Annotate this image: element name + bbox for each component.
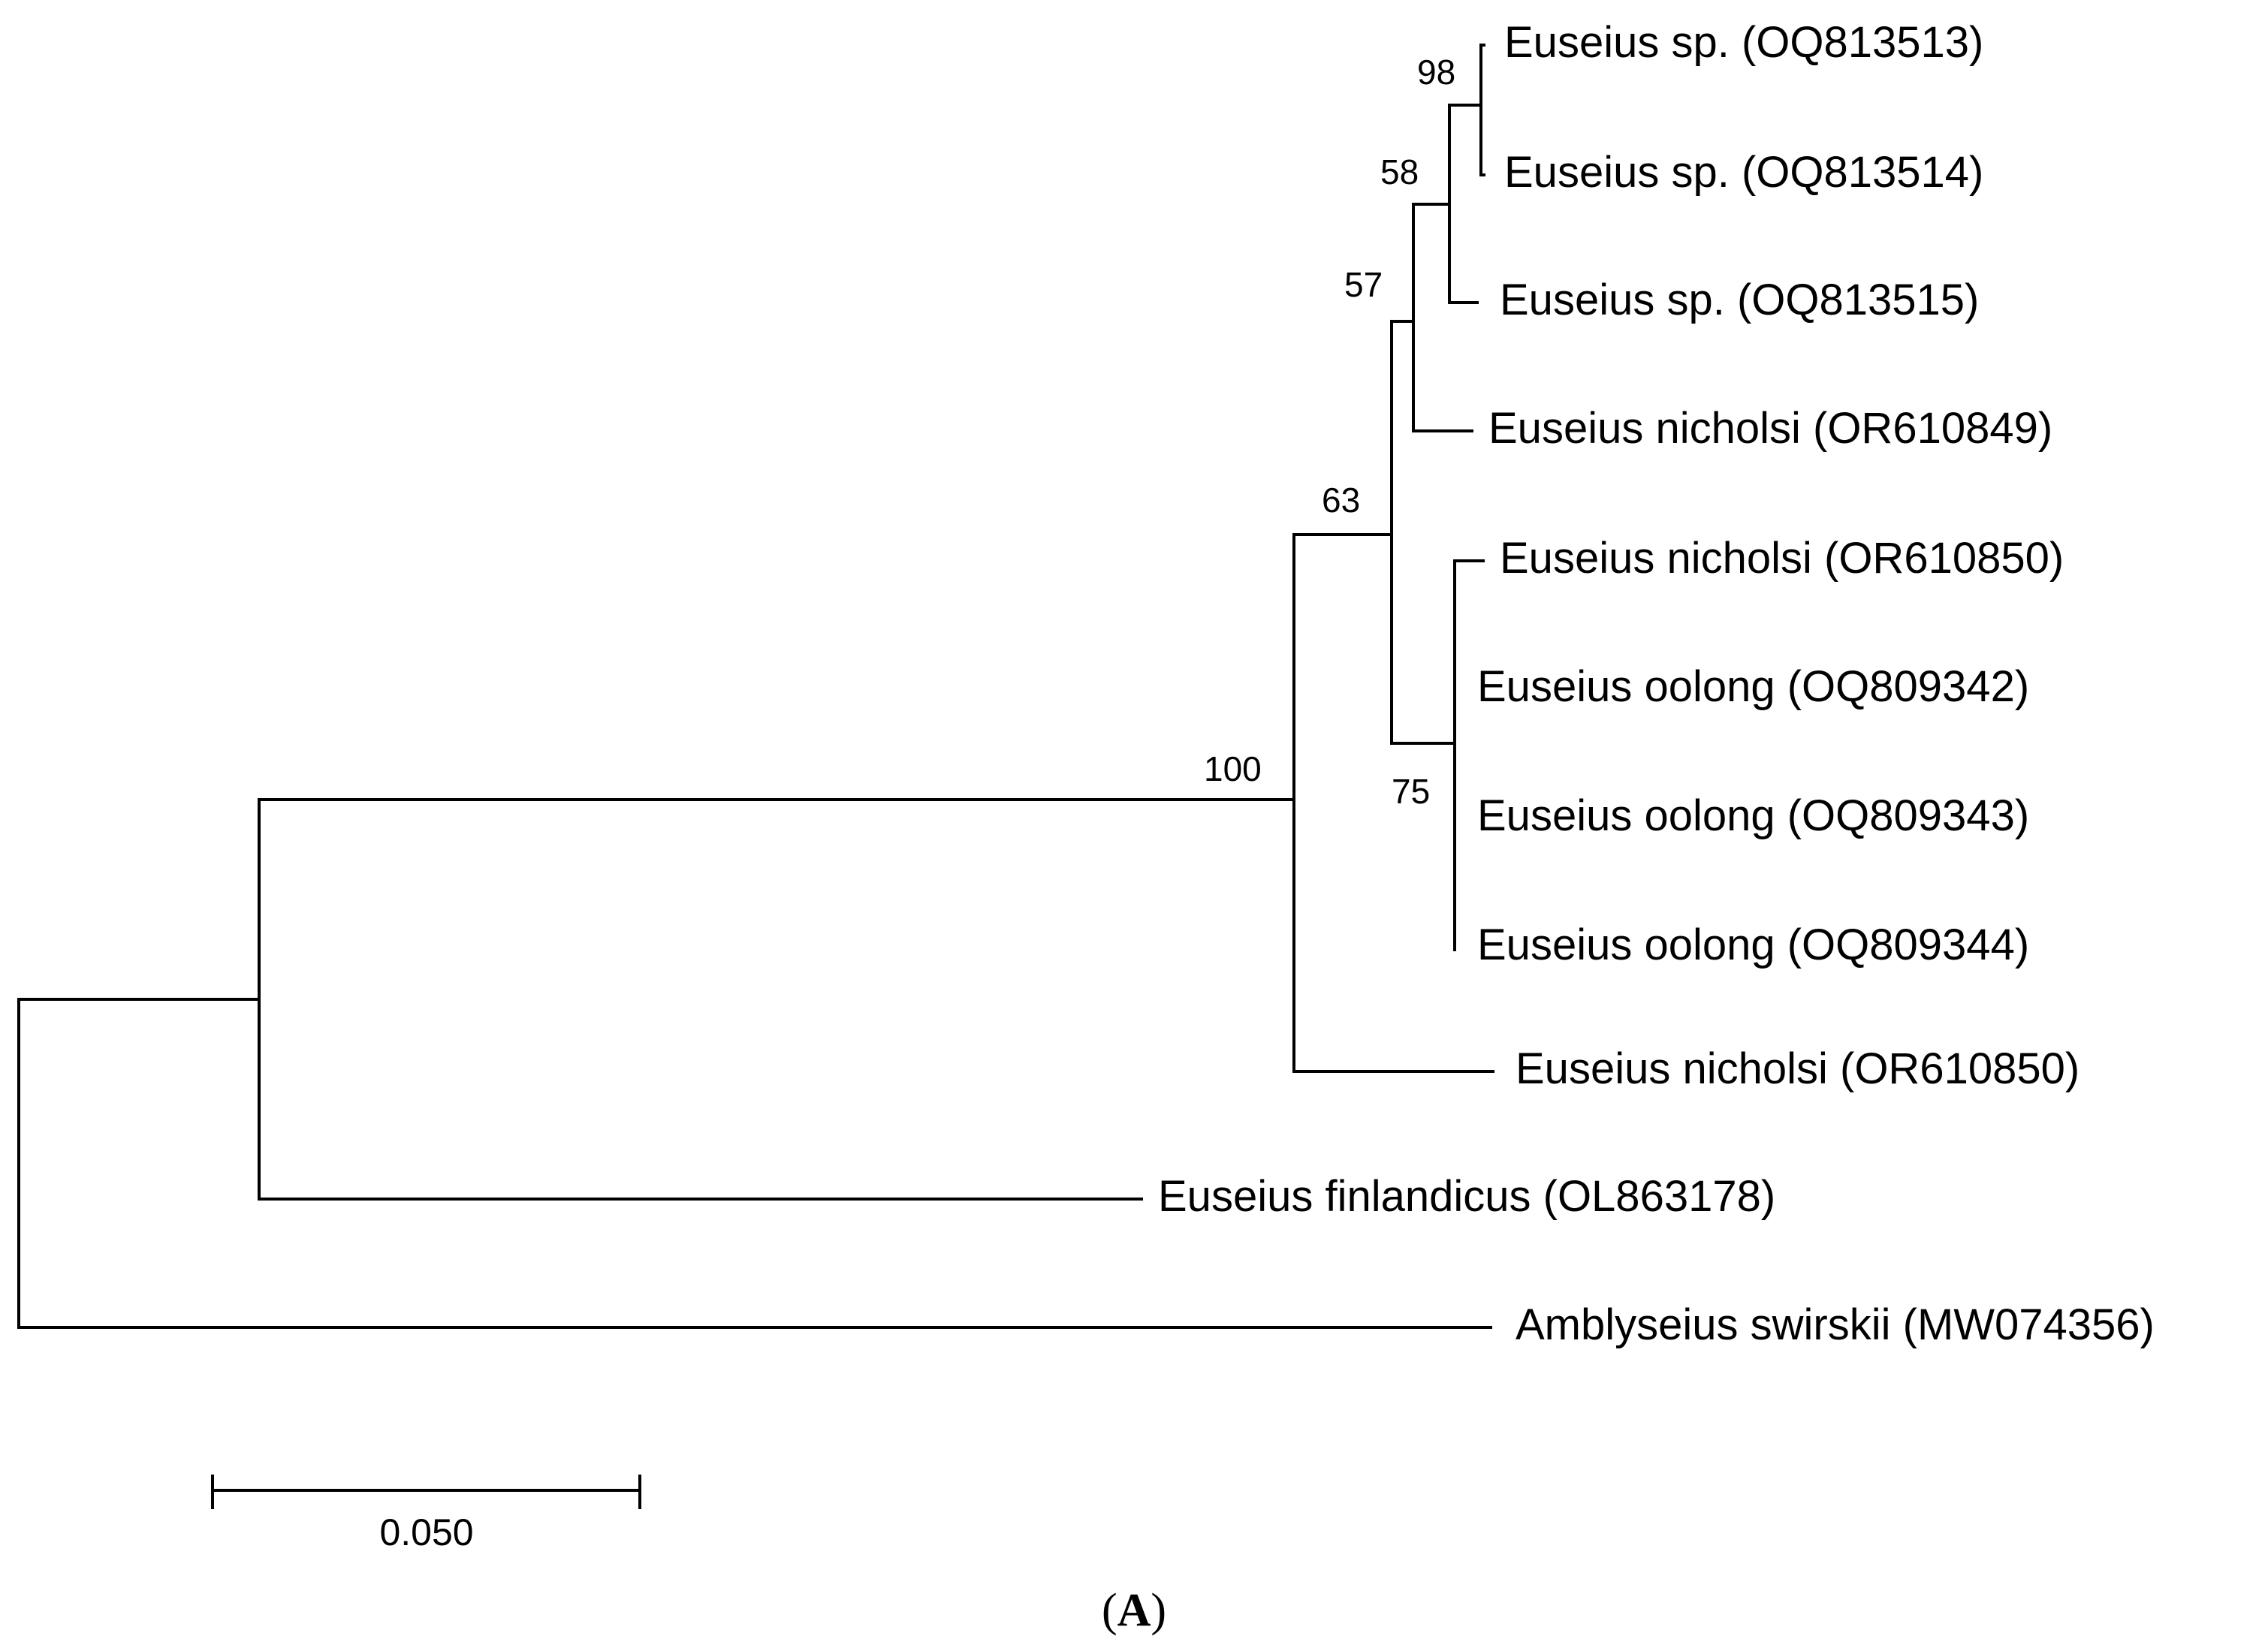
support-value-98: 98: [1417, 53, 1455, 92]
tip-label: Euseius oolong (OQ809343): [1477, 791, 2029, 840]
panel-label-letter: A: [1117, 1585, 1151, 1636]
support-value-100: 100: [1204, 749, 1262, 788]
support-value-57: 57: [1344, 265, 1383, 304]
tip-label: Euseius nicholsi (OR610850): [1516, 1044, 2080, 1093]
support-value-75: 75: [1392, 772, 1430, 811]
tip-label: Euseius sp. (OQ813514): [1504, 148, 1983, 197]
support-value-58: 58: [1380, 152, 1419, 191]
tip-label: Euseius sp. (OQ813515): [1500, 276, 1979, 324]
panel-label-open: (: [1102, 1585, 1117, 1636]
panel-label-close: ): [1151, 1585, 1166, 1636]
tip-label: Euseius oolong (OQ809344): [1477, 920, 2029, 969]
tip-label: Euseius nicholsi (OR610850): [1500, 534, 2064, 583]
panel-label: (A): [1102, 1585, 1166, 1636]
tip-labels: Euseius sp. (OQ813513) Euseius sp. (OQ81…: [1158, 18, 2155, 1349]
tip-label: Euseius nicholsi (OR610849): [1488, 404, 2052, 453]
scale-bar-label: 0.050: [379, 1511, 473, 1553]
scale-bar: 0.050: [211, 1475, 641, 1553]
tip-label: Euseius sp. (OQ813513): [1504, 18, 1983, 67]
tree-branches: [17, 44, 1494, 1329]
tip-label: Euseius finlandicus (OL863178): [1158, 1172, 1775, 1221]
support-value-63: 63: [1322, 481, 1360, 520]
tip-label: Euseius oolong (OQ809342): [1477, 662, 2029, 711]
support-values: 98 58 57 63 100 75: [1204, 53, 1455, 811]
tip-label: Amblyseius swirskii (MW074356): [1516, 1300, 2155, 1349]
